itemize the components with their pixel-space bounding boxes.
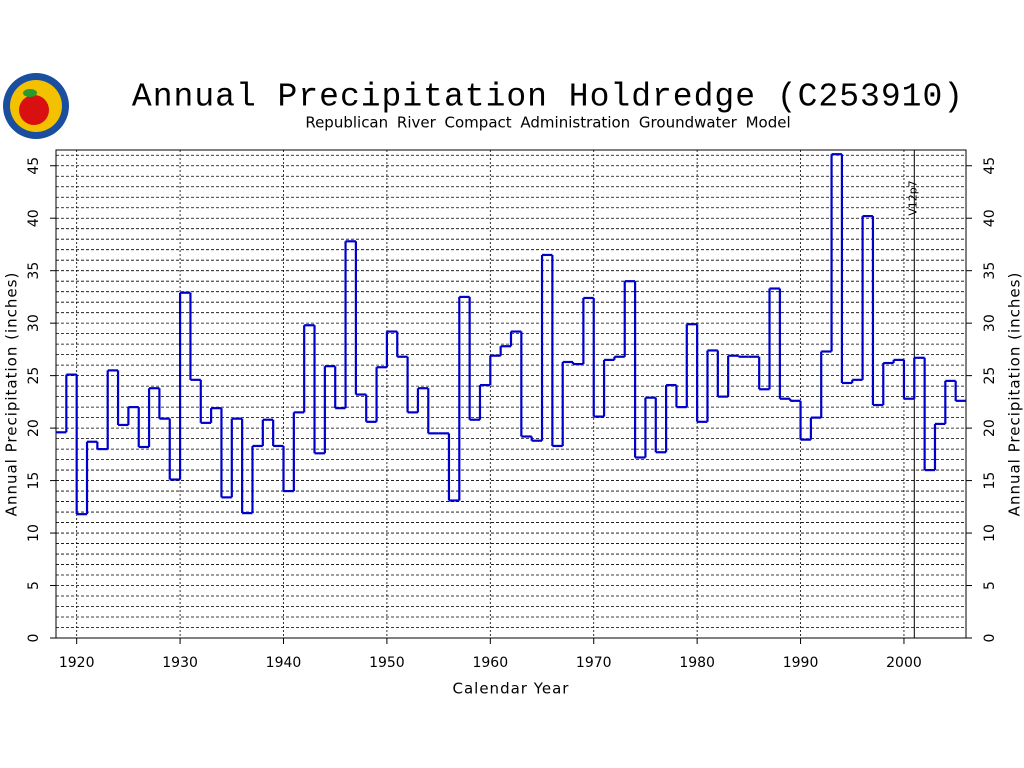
y2-tick-label: 10 <box>982 524 998 542</box>
x-tick-label: 2000 <box>886 655 922 671</box>
logo-apple <box>19 95 49 125</box>
y-tick-label: 20 <box>26 419 42 437</box>
y-tick-label: 25 <box>26 367 42 385</box>
x-tick-label: 1930 <box>162 655 198 671</box>
y-tick-label: 35 <box>26 262 42 280</box>
chart-subtitle: Republican River Compact Administration … <box>305 114 790 132</box>
y2-tick-label: 40 <box>982 209 998 227</box>
chart-title: Annual Precipitation Holdredge (C253910) <box>132 79 964 116</box>
logo <box>3 73 69 139</box>
logo-leaf <box>23 89 37 97</box>
y2-tick-label: 15 <box>982 472 998 490</box>
y2-tick-label: 5 <box>982 581 998 590</box>
x-tick-label: 1950 <box>369 655 405 671</box>
x-tick-label: 1990 <box>783 655 819 671</box>
y-axis-label: Annual Precipitation (inches) <box>3 272 21 517</box>
y-tick-label: 45 <box>26 157 42 175</box>
y2-tick-label: 45 <box>982 157 998 175</box>
x-tick-label: 1970 <box>576 655 612 671</box>
y-tick-label: 30 <box>26 314 42 332</box>
x-tick-label: 1960 <box>472 655 508 671</box>
y2-tick-label: 0 <box>982 634 998 643</box>
plot-frame <box>55 149 967 639</box>
y-tick-label: 10 <box>26 524 42 542</box>
annotation-label: V12p7 <box>906 180 919 216</box>
y2-tick-label: 20 <box>982 419 998 437</box>
x-tick-label: 1980 <box>679 655 715 671</box>
x-tick-label: 1940 <box>266 655 302 671</box>
y-tick-label: 0 <box>26 634 42 643</box>
y2-tick-label: 35 <box>982 262 998 280</box>
x-axis-label: Calendar Year <box>453 680 570 698</box>
y-tick-label: 15 <box>26 472 42 490</box>
y2-tick-label: 25 <box>982 367 998 385</box>
y2-tick-label: 30 <box>982 314 998 332</box>
step-riser <box>65 154 957 515</box>
x-tick-label: 1920 <box>59 655 95 671</box>
y-tick-label: 5 <box>26 581 42 590</box>
y2-axis-label: Annual Precipitation (inches) <box>1006 272 1024 517</box>
y-tick-label: 40 <box>26 209 42 227</box>
